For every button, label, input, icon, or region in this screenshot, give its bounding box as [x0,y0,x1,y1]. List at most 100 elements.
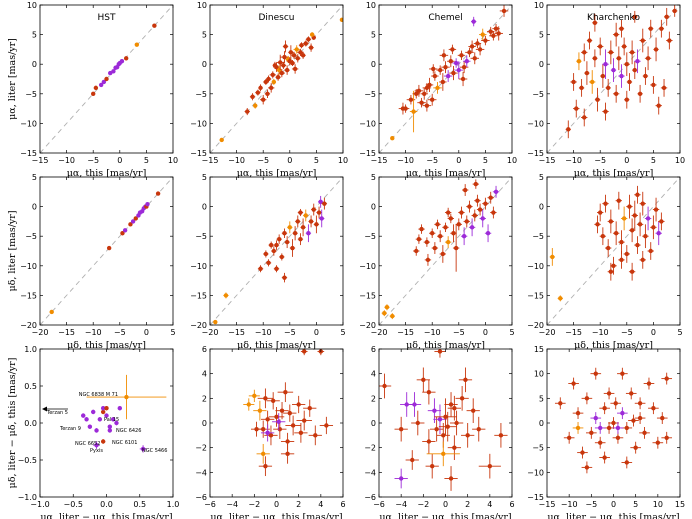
data-point [130,219,136,224]
y-tick-label: −10 [527,262,544,271]
plot-area [554,367,673,474]
x-tick-label: 5 [651,156,656,165]
plot-area [547,5,680,153]
data-point [460,227,468,246]
data-point [276,234,282,244]
data-point [487,191,494,204]
data-point [263,250,269,258]
data-point [600,64,606,88]
data-point [486,26,495,37]
y-tick-label: 0.0 [24,419,37,428]
x-tick-label: −10 [397,156,414,165]
y-tick-label: 10 [27,1,37,10]
one-to-one-line [379,177,512,325]
data-point [592,13,598,32]
data-point [615,191,623,210]
data-point [471,209,478,222]
x-tick-label: −15 [371,156,388,165]
data-point [281,228,288,238]
data-point [280,61,287,69]
axes-frame [378,4,513,154]
data-point [617,407,628,420]
x-tick-label: 2 [296,500,301,509]
data-point [444,236,452,249]
data-point [297,233,304,246]
y-tick-label: −20 [359,321,376,330]
x-axis-label: μδ, this [mas/yr] [67,340,146,351]
data-point [414,84,424,97]
data-point [624,90,630,109]
data-point [422,429,436,454]
data-point [256,443,270,464]
x-tick-label: 4 [318,500,323,509]
data-point [117,405,123,411]
data-point [264,425,278,446]
data-point [251,421,263,437]
data-point [589,70,596,94]
panel-ra-hst: −15 −10 −5 0 5 10 −15 −10 −5 0 5 10 HST μα, this [mas… [7,1,178,179]
cluster-label: NGC 5466 [142,448,167,454]
data-point [417,97,426,108]
y-axis-label: μδ, liter − μδ, this [mas/yr] [7,358,18,489]
data-point [104,405,109,411]
x-axis-label: μα, this [mas/yr] [67,168,147,179]
plot-area [379,349,508,491]
data-point [481,35,490,46]
x-tick-label: −6 [373,500,385,509]
data-point [296,410,312,431]
y-tick-label: −15 [190,149,207,158]
x-tick-label: −10 [424,328,441,337]
data-point [98,82,104,88]
data-point [91,91,96,97]
data-point [294,423,308,443]
data-point [101,79,107,85]
y-axis-label: μα, liter [mas/yr] [7,38,18,120]
data-point [438,411,457,442]
y-tick-label: −5 [195,90,207,99]
data-point [448,44,457,55]
x-axis-label: μα, liter − μα, this [mas/yr] [40,512,172,519]
axes-frame [378,176,513,326]
data-point [284,236,290,249]
cluster-label: NGC 6426 [116,428,141,434]
one-to-one-line [40,177,173,325]
x-tick-label: 0 [117,156,122,165]
data-point [104,413,109,418]
data-point [652,197,660,222]
y-tick-label: −15 [359,149,376,158]
data-point [618,19,625,38]
y-tick-label: −5 [532,90,544,99]
data-point [104,76,109,82]
data-point [134,42,140,47]
data-point [599,451,610,464]
y-tick-label: −15 [527,149,544,158]
data-point [494,423,508,448]
data-point [297,208,304,217]
plot-area [379,177,512,325]
data-point [644,46,652,71]
y-tick-label: −10 [20,262,37,271]
data-point [400,392,414,417]
data-point [625,387,637,400]
data-point [455,218,462,231]
x-tick-label: 0 [483,328,488,337]
x-tick-label: 0 [287,156,292,165]
data-point [602,102,609,121]
y-tick-label: 10 [366,1,376,10]
data-point [454,61,464,79]
one-to-one-line [547,177,680,325]
data-point [466,200,473,213]
x-tick-label: −10 [565,156,582,165]
x-tick-label: −5 [114,328,126,337]
data-point [133,216,138,221]
data-point [283,404,297,422]
y-tick-label: −15 [527,291,544,300]
data-point [603,387,615,400]
data-point [260,94,267,105]
data-point [213,319,218,325]
data-point [573,99,580,118]
data-point [436,230,444,243]
data-point [626,73,633,91]
data-point [602,194,609,213]
data-point [470,52,480,65]
